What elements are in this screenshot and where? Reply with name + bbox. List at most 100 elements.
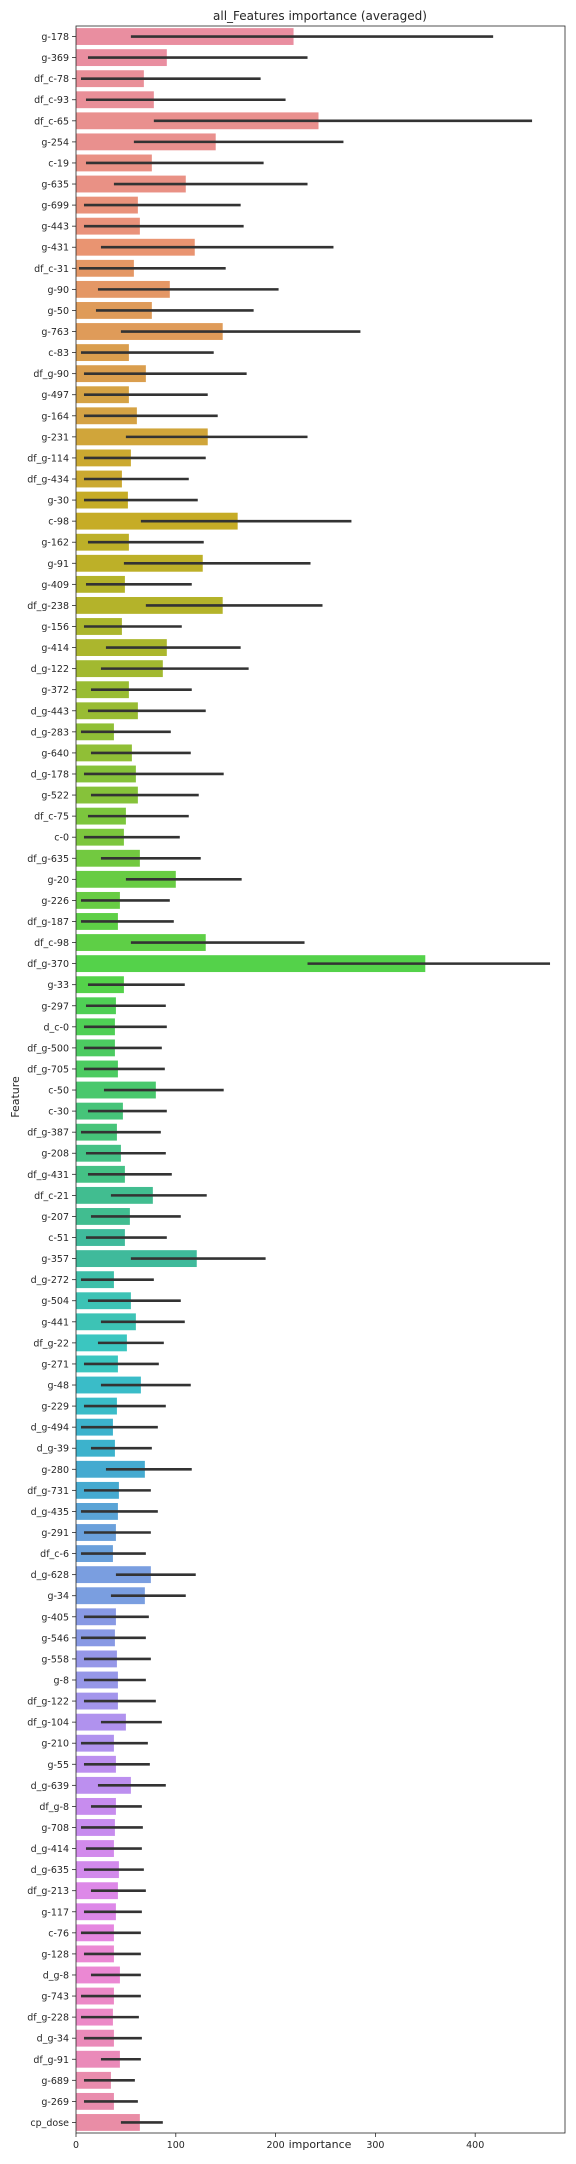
y-tick-label: d_g-443 [31, 706, 69, 717]
y-tick-label: g-689 [41, 2076, 69, 2087]
y-tick-label: df_c-93 [34, 95, 69, 106]
y-tick-label: c-50 [48, 1086, 69, 1097]
y-tick-label: df_c-6 [40, 1549, 69, 1560]
y-tick-label: df_g-731 [27, 1486, 69, 1497]
x-tick-label: 200 [267, 2140, 285, 2151]
y-tick-label: g-91 [47, 559, 69, 570]
y-tick-label: g-497 [41, 390, 69, 401]
bar-cp_dose [76, 2114, 140, 2131]
y-axis-label: Feature [9, 1076, 22, 1118]
y-tick-label: d_g-8 [43, 1970, 69, 1981]
y-tick-label: df_c-21 [34, 1191, 69, 1202]
y-tick-label: g-405 [41, 1612, 69, 1623]
y-tick-label: g-229 [41, 1402, 69, 1413]
y-tick-label: d_g-122 [31, 664, 69, 675]
y-tick-label: g-635 [41, 180, 69, 191]
y-tick-label: df_g-228 [27, 2013, 69, 2024]
y-tick-label: df_g-213 [27, 1886, 69, 1897]
y-tick-label: c-0 [54, 833, 69, 844]
y-tick-label: d_g-494 [31, 1423, 69, 1434]
y-tick-label: df_g-635 [27, 854, 69, 865]
y-tick-label: df_g-8 [39, 1802, 69, 1813]
y-tick-label: df_g-104 [27, 1718, 69, 1729]
y-tick-label: g-8 [53, 1675, 69, 1686]
y-tick-label: g-30 [47, 496, 69, 507]
y-tick-label: g-558 [41, 1654, 69, 1665]
y-tick-label: d_c-0 [44, 1022, 69, 1033]
y-tick-label: d_g-414 [31, 1844, 69, 1855]
y-tick-label: df_g-705 [27, 1064, 69, 1075]
y-tick-label: g-640 [41, 748, 69, 759]
y-tick-label: d_g-272 [31, 1275, 69, 1286]
y-tick-label: g-280 [41, 1465, 69, 1476]
y-tick-label: d_g-178 [31, 769, 69, 780]
y-tick-label: df_c-65 [34, 116, 69, 127]
y-tick-label: g-207 [41, 1212, 69, 1223]
y-tick-label: df_g-114 [27, 453, 69, 464]
y-tick-label: df_g-238 [27, 601, 69, 612]
y-tick-label: df_c-31 [34, 264, 69, 275]
y-tick-label: cp_dose [30, 2118, 69, 2129]
y-tick-label: g-231 [41, 432, 69, 443]
y-tick-label: g-372 [41, 685, 69, 696]
y-tick-label: c-98 [48, 517, 69, 528]
y-tick-label: g-763 [41, 327, 69, 338]
y-tick-label: g-164 [41, 411, 69, 422]
y-tick-label: df_g-90 [33, 369, 69, 380]
y-tick-label: df_c-78 [34, 74, 69, 85]
y-tick-label: df_g-91 [33, 2055, 69, 2066]
plot-frame [75, 25, 566, 2134]
y-tick-label: c-19 [48, 158, 69, 169]
y-tick-label: df_c-75 [34, 812, 69, 823]
y-tick-label: g-269 [41, 2097, 69, 2108]
x-tick-label: 400 [466, 2140, 484, 2151]
y-tick-label: df_g-387 [27, 1128, 69, 1139]
y-tick-label: g-33 [47, 980, 69, 991]
y-tick-label: df_g-500 [27, 1043, 69, 1054]
y-tick-label: df_g-434 [27, 475, 69, 486]
y-tick-label: g-369 [41, 53, 69, 64]
y-axis-ticks: g-178 g-369 df_c-78 df_c-93 df_c-65 g-254 c-19… [27, 32, 76, 2129]
y-tick-label: g-178 [41, 32, 69, 43]
y-tick-label: g-291 [41, 1528, 69, 1539]
y-tick-label: c-76 [48, 1928, 69, 1939]
y-tick-label: df_g-22 [33, 1338, 69, 1349]
y-tick-label: g-162 [41, 538, 69, 549]
y-tick-label: g-443 [41, 222, 69, 233]
y-tick-label: g-34 [47, 1591, 69, 1602]
y-tick-label: df_c-98 [34, 938, 69, 949]
y-tick-label: df_g-122 [27, 1697, 69, 1708]
y-tick-label: g-699 [41, 201, 69, 212]
y-tick-label: g-441 [41, 1317, 69, 1328]
bar-df_g-370 [76, 955, 426, 973]
y-tick-label: g-708 [41, 1823, 69, 1834]
y-tick-label: g-504 [41, 1296, 69, 1307]
y-tick-label: g-50 [47, 306, 69, 317]
y-tick-label: g-226 [41, 896, 69, 907]
chart-title: all_Features importance (averaged) [213, 9, 427, 23]
y-tick-label: g-431 [41, 243, 69, 254]
y-tick-label: d_g-628 [31, 1570, 69, 1581]
y-tick-label: g-357 [41, 1254, 69, 1265]
y-tick-label: g-90 [47, 285, 69, 296]
bar-df_g-91 [76, 2050, 120, 2068]
y-tick-label: g-522 [41, 791, 69, 802]
x-tick-label: 100 [167, 2140, 185, 2151]
y-tick-label: g-55 [47, 1760, 69, 1771]
y-tick-label: g-156 [41, 622, 69, 633]
x-tick-label: 300 [366, 2140, 384, 2151]
y-tick-label: g-297 [41, 1001, 69, 1012]
y-tick-label: g-20 [47, 875, 69, 886]
x-axis-ticks: 0 100 200 300 400 [73, 2133, 484, 2151]
y-tick-label: df_g-370 [27, 959, 69, 970]
y-tick-label: g-271 [41, 1359, 69, 1370]
y-tick-label: df_g-187 [27, 917, 69, 928]
y-tick-label: g-117 [41, 1907, 69, 1918]
y-tick-label: g-208 [41, 1149, 69, 1160]
y-tick-label: g-743 [41, 1992, 69, 2003]
y-tick-label: g-409 [41, 580, 69, 591]
y-tick-label: g-48 [47, 1381, 69, 1392]
bar-d_g-628 [76, 1566, 151, 1584]
y-tick-label: g-546 [41, 1633, 69, 1644]
